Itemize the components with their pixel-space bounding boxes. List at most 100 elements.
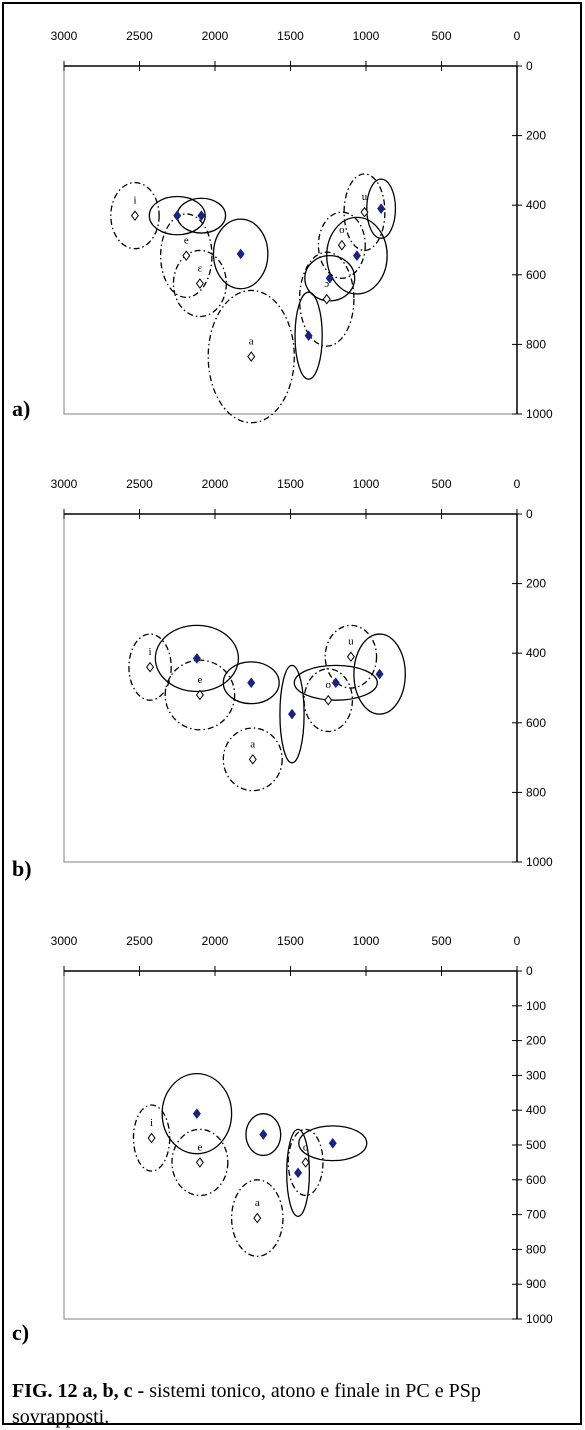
y-tick-label: 500 — [526, 1138, 546, 1152]
data-point-open — [182, 250, 191, 261]
data-point-open — [195, 278, 204, 289]
dispersion-ellipse-solid — [286, 1128, 311, 1217]
vowel-label: e — [184, 235, 189, 247]
vowel-label: e — [197, 1141, 202, 1153]
dispersion-ellipse-dashdot — [132, 1104, 171, 1172]
vowel-label: u — [362, 191, 368, 203]
dispersion-ellipse-solid — [353, 633, 406, 715]
x-tick-label: 500 — [431, 934, 451, 948]
dispersion-ellipse-solid — [212, 218, 269, 290]
vowel-label: i — [150, 1117, 153, 1129]
data-point-filled — [294, 1167, 303, 1179]
x-tick-label: 3000 — [51, 934, 78, 948]
y-tick-label: 0 — [526, 59, 533, 73]
y-tick-label: 700 — [526, 1208, 546, 1222]
x-tick-label: 3000 — [51, 477, 78, 491]
y-tick-label: 400 — [526, 646, 546, 660]
y-tick-label: 100 — [526, 999, 546, 1013]
data-point-filled — [352, 250, 361, 261]
dispersion-ellipse-dashdot — [343, 173, 386, 252]
data-point-filled — [288, 708, 297, 720]
dispersion-ellipse-dashdot — [207, 289, 295, 424]
x-tick-label: 1500 — [277, 29, 304, 43]
plot-area — [63, 65, 518, 415]
dispersion-ellipse-dashdot — [128, 633, 172, 701]
y-tick-label: 0 — [526, 507, 533, 521]
vowel-label: o — [326, 679, 332, 691]
data-point-filled — [259, 1129, 268, 1140]
chart-panel-c: 3000 2500 2000 1500 1000 500 0 0 100 200 300 400 500… — [51, 934, 553, 1326]
data-point-open — [360, 206, 369, 218]
y-tick-label: 400 — [526, 198, 546, 212]
data-point-filled — [375, 668, 384, 680]
data-point-filled — [328, 1137, 337, 1149]
plot-area — [63, 513, 518, 863]
x-tick-label: 2000 — [202, 934, 229, 948]
data-point-open — [130, 210, 139, 221]
y-tick-label: 600 — [526, 268, 546, 282]
caption-title: FIG. 12 a, b, c - — [12, 1380, 150, 1402]
panel-label-b: b) — [12, 856, 32, 881]
data-point-open — [322, 293, 331, 305]
data-point-open — [253, 1212, 262, 1224]
y-tick-label: 0 — [526, 964, 533, 978]
x-tick-label: 1000 — [353, 29, 380, 43]
vowel-label: a — [255, 1197, 260, 1209]
dispersion-ellipse-solid — [245, 1113, 282, 1157]
y-tick-label: 200 — [526, 577, 546, 591]
data-point-filled — [173, 210, 182, 221]
y-tick-label: 300 — [526, 1068, 546, 1082]
x-tick-label: 0 — [514, 477, 521, 491]
x-tick-label: 500 — [431, 477, 451, 491]
dispersion-ellipse-dashdot — [303, 668, 354, 733]
dispersion-ellipse-dashdot — [317, 211, 366, 279]
data-point-open — [146, 661, 155, 673]
data-point-filled — [197, 210, 206, 221]
vowel-label: e — [197, 674, 202, 686]
x-tick-label: 2500 — [126, 477, 153, 491]
dispersion-ellipse-solid — [161, 1073, 233, 1155]
vowel-label: i — [133, 195, 136, 207]
data-point-open — [337, 239, 346, 251]
x-tick-label: 0 — [514, 29, 521, 43]
data-point-filled — [325, 272, 334, 284]
y-tick-label: 200 — [526, 1034, 546, 1048]
dispersion-ellipse-dashdot — [287, 1128, 324, 1197]
y-tick-label: 800 — [526, 1242, 546, 1256]
y-tick-label: 600 — [526, 1173, 546, 1187]
caption-text: sistemi tonico, atono e finale in PC e P… — [12, 1380, 481, 1428]
x-tick-label: 2500 — [126, 29, 153, 43]
dispersion-ellipse-solid — [304, 255, 356, 302]
vowel-label: o — [303, 1141, 309, 1153]
dispersion-ellipse-dashdot — [324, 624, 378, 689]
vowel-label: ɔ — [324, 278, 329, 290]
dispersion-ellipse-dashdot — [164, 659, 236, 731]
data-point-open — [301, 1157, 310, 1168]
vowel-label: u — [348, 636, 354, 648]
data-point-filled — [377, 203, 386, 215]
data-point-filled — [331, 677, 340, 689]
dispersion-ellipse-solid — [298, 1125, 368, 1162]
y-tick-label: 600 — [526, 716, 546, 730]
dispersion-ellipse-solid — [293, 664, 378, 701]
data-point-open — [195, 1157, 204, 1168]
data-point-filled — [236, 248, 245, 260]
x-tick-label: 3000 — [51, 29, 78, 43]
x-tick-label: 0 — [514, 934, 521, 948]
dispersion-ellipse-solid — [154, 624, 240, 693]
dispersion-ellipse-solid — [222, 661, 280, 705]
x-tick-label: 1000 — [353, 477, 380, 491]
vowel-label: o — [339, 224, 345, 236]
dispersion-ellipse-solid — [366, 178, 397, 239]
y-tick-label: 800 — [526, 785, 546, 799]
y-tick-label: 200 — [526, 129, 546, 143]
x-tick-label: 500 — [431, 29, 451, 43]
x-tick-label: 2000 — [202, 477, 229, 491]
y-tick-label: 800 — [526, 337, 546, 351]
x-tick-label: 2000 — [202, 29, 229, 43]
dispersion-ellipse-dashdot — [110, 181, 160, 250]
chart-panel-a: 3000 2500 2000 1500 1000 500 0 0 200 400 600 800 100… — [51, 29, 553, 424]
data-point-filled — [192, 1108, 201, 1120]
dispersion-ellipse-solid — [294, 291, 323, 380]
